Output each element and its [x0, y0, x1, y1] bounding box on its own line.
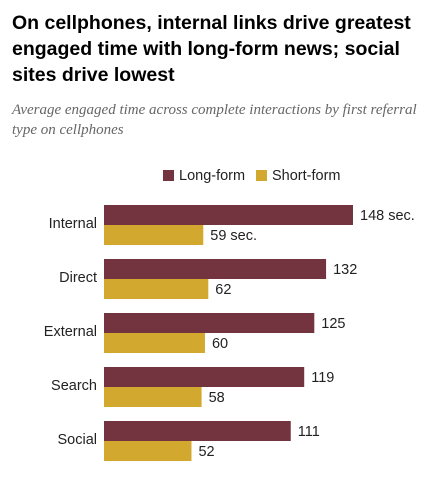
- bar-long-form-internal: [104, 205, 353, 225]
- data-label-long-form-internal: 148 sec.: [360, 208, 415, 224]
- bar-short-form-external: [104, 333, 205, 353]
- bar-short-form-internal: [104, 225, 204, 245]
- legend-label-long-form: Long-form: [179, 168, 246, 184]
- category-label-social: Social: [58, 432, 98, 448]
- legend-swatch-long-form: [163, 170, 174, 181]
- data-label-short-form-external: 60: [212, 336, 228, 352]
- data-label-short-form-internal: 59 sec.: [210, 228, 257, 244]
- chart-subtitle: Average engaged time across complete int…: [12, 102, 417, 138]
- bar-short-form-social: [104, 441, 192, 461]
- legend-item-short-form: Short-form: [256, 168, 341, 184]
- category-label-direct: Direct: [59, 270, 97, 286]
- data-label-long-form-search: 119: [311, 370, 334, 386]
- data-label-long-form-social: 111: [298, 424, 320, 440]
- bar-short-form-search: [104, 387, 202, 407]
- category-label-search: Search: [51, 378, 97, 394]
- chart-title: On cellphones, internal links drive grea…: [12, 12, 411, 86]
- data-label-long-form-direct: 132: [333, 262, 357, 278]
- legend-swatch-short-form: [256, 170, 267, 181]
- legend-item-long-form: Long-form: [163, 168, 245, 184]
- bar-long-form-social: [104, 421, 291, 441]
- bar-long-form-direct: [104, 259, 327, 279]
- data-label-short-form-search: 58: [209, 390, 225, 406]
- legend-label-short-form: Short-form: [272, 168, 341, 184]
- bar-long-form-external: [104, 313, 315, 333]
- bar-long-form-search: [104, 367, 305, 387]
- bar-short-form-direct: [104, 279, 209, 299]
- data-label-short-form-direct: 62: [215, 282, 231, 298]
- data-label-long-form-external: 125: [321, 316, 345, 332]
- data-label-short-form-social: 52: [198, 444, 214, 460]
- category-label-internal: Internal: [49, 216, 97, 232]
- category-label-external: External: [44, 324, 97, 340]
